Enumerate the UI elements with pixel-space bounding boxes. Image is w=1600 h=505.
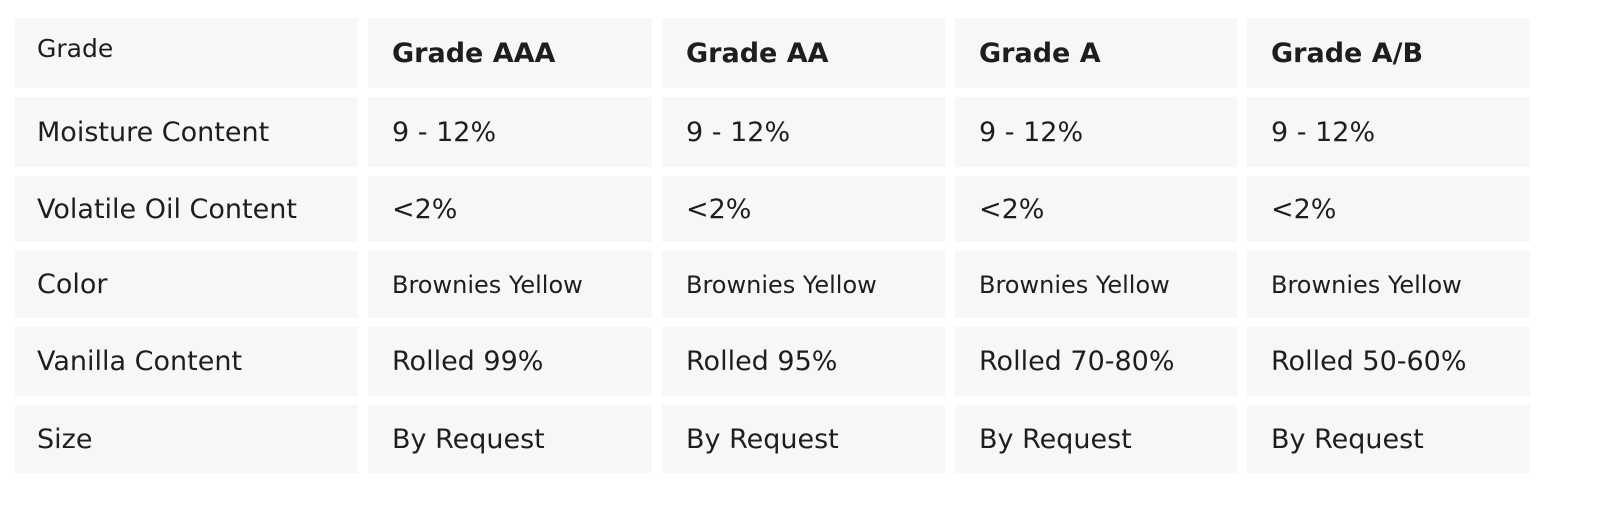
table-cell: Brownies Yellow	[955, 251, 1237, 318]
table-cell: <2%	[955, 176, 1237, 242]
row-label: Moisture Content	[15, 97, 358, 167]
table-cell: Brownies Yellow	[368, 251, 652, 318]
grade-table: Grade Grade AAA Grade AA Grade A Grade A/B Mo…	[15, 18, 1530, 473]
table-cell: Rolled 50-60%	[1247, 327, 1530, 396]
table-cell: By Request	[368, 405, 652, 473]
table-cell: 9 - 12%	[955, 97, 1237, 167]
table-cell: By Request	[1247, 405, 1530, 473]
table-cell: 9 - 12%	[1247, 97, 1530, 167]
header-cell: Grade A	[955, 18, 1237, 88]
table-cell: By Request	[662, 405, 945, 473]
table-cell: <2%	[368, 176, 652, 242]
table-cell: 9 - 12%	[368, 97, 652, 167]
table-cell: Brownies Yellow	[1247, 251, 1530, 318]
table-cell: Rolled 70-80%	[955, 327, 1237, 396]
table-cell: <2%	[1247, 176, 1530, 242]
row-label: Color	[15, 251, 358, 318]
header-cell: Grade AAA	[368, 18, 652, 88]
table-cell: Brownies Yellow	[662, 251, 945, 318]
header-cell: Grade AA	[662, 18, 945, 88]
table-cell: Rolled 99%	[368, 327, 652, 396]
table-cell: 9 - 12%	[662, 97, 945, 167]
row-label: Vanilla Content	[15, 327, 358, 396]
header-cell: Grade A/B	[1247, 18, 1530, 88]
header-cell: Grade	[15, 18, 358, 88]
table-cell: <2%	[662, 176, 945, 242]
table-cell: By Request	[955, 405, 1237, 473]
row-label: Size	[15, 405, 358, 473]
table-cell: Rolled 95%	[662, 327, 945, 396]
row-label: Volatile Oil Content	[15, 176, 358, 242]
